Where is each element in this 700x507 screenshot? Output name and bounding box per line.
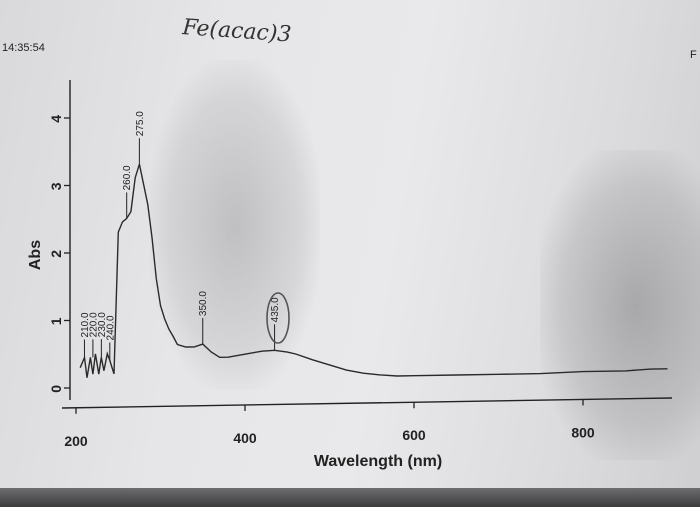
x-tick-label: 600 [402, 427, 426, 443]
peak-label: 210.0 [80, 312, 91, 337]
y-tick-label: 1 [48, 317, 64, 325]
x-axis [61, 397, 673, 409]
x-tick-label: 800 [571, 424, 595, 440]
hand-drawn-circle [266, 292, 290, 344]
y-tick-label: 3 [48, 182, 64, 190]
x-ticks: 200 400 600 800 [64, 399, 595, 449]
peak-label: 230.0 [97, 312, 108, 337]
handwritten-title: Fe(acac)3 [181, 15, 293, 48]
y-tick-label: 2 [48, 250, 64, 258]
x-tick-label: 400 [233, 430, 257, 446]
peak-label: 350.0 [198, 291, 209, 316]
peak-label: 220.0 [88, 312, 99, 337]
peak-label: 435.0 [270, 297, 281, 322]
y-ticks: 0 1 2 3 4 [48, 115, 70, 393]
timestamp: 14:35:54 [2, 42, 45, 54]
peak-label: 275.0 [135, 111, 146, 136]
peak-label: 260.0 [122, 165, 133, 190]
y-axis-title: Abs [27, 240, 44, 270]
table-edge [0, 488, 700, 507]
spectrum-line [79, 163, 668, 378]
paper-shadow-right [540, 150, 700, 460]
x-axis-title: Wavelength (nm) [314, 453, 442, 470]
peak-label: 240.0 [105, 315, 116, 340]
y-tick-label: 0 [48, 385, 64, 393]
corner-mark: F [690, 49, 697, 61]
x-tick-label: 200 [64, 433, 88, 449]
y-tick-label: 4 [48, 115, 64, 123]
paper-shadow [150, 60, 320, 390]
